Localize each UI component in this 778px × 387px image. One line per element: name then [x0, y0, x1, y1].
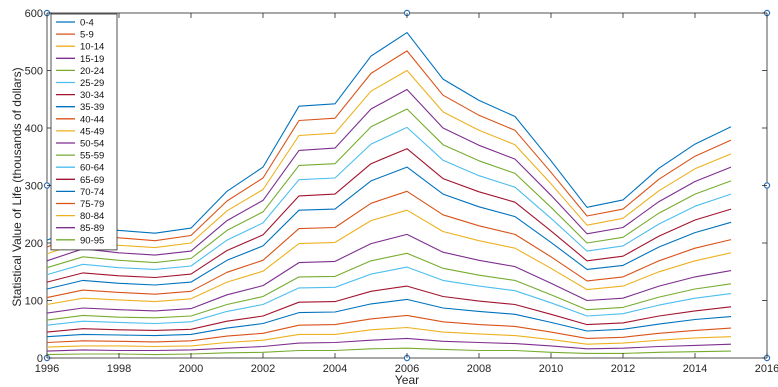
series-line-90-95: [46, 347, 732, 356]
series-line-75-79: [46, 314, 732, 344]
legend-label: 15-19: [80, 54, 104, 65]
y-axis-label: Statistical Value of Life (thousands of …: [10, 67, 24, 306]
y-tick-label: 500: [25, 66, 43, 78]
series-line-30-34: [46, 148, 732, 283]
series-line-10-14: [46, 69, 732, 255]
x-axis-label: Year: [395, 373, 419, 387]
legend-label: 60-64: [80, 163, 104, 174]
legend-label: 45-49: [80, 126, 104, 137]
x-tick-label: 1996: [35, 363, 59, 375]
legend: 0-45-910-1415-1920-2425-2930-3435-3940-4…: [50, 13, 118, 251]
y-tick-label: 300: [25, 181, 43, 193]
series-line-80-84: [46, 326, 732, 348]
y-tick-label: 600: [25, 8, 43, 20]
series-line-20-24: [46, 108, 732, 269]
legend-label: 25-29: [80, 78, 104, 89]
series-line-50-54: [46, 233, 732, 314]
x-tick-label: 2010: [539, 363, 563, 375]
legend-label: 40-44: [80, 114, 104, 125]
series-line-55-59: [46, 252, 732, 321]
legend-label: 55-59: [80, 151, 104, 162]
series-line-85-89: [46, 337, 732, 352]
x-tick-label: 2016: [755, 363, 778, 375]
x-tick-label: 2004: [323, 363, 347, 375]
legend-label: 35-39: [80, 102, 104, 113]
legend-label: 20-24: [80, 66, 104, 77]
series-line-5-9: [46, 50, 732, 248]
legend-label: 5-9: [80, 30, 94, 41]
legend-label: 30-34: [80, 90, 104, 101]
legend-label: 90-95: [80, 235, 104, 246]
series-line-60-64: [46, 266, 732, 326]
axes-frame: [43, 9, 771, 362]
legend-label: 80-84: [80, 211, 104, 222]
legend-box: [50, 13, 118, 251]
legend-label: 10-14: [80, 42, 104, 53]
x-tick-label: 1998: [107, 363, 131, 375]
plot-area: [46, 12, 768, 359]
x-tick-label: 2002: [251, 363, 275, 375]
ticks-layer: 1996 1998 2000 2002 2004 2006 2008 2010 2012 2014…: [25, 8, 778, 375]
series-line-70-74: [46, 298, 732, 338]
series-layer: [46, 32, 732, 356]
series-line-0-4: [46, 32, 732, 241]
y-tick-label: 200: [25, 238, 43, 250]
series-line-25-29: [46, 126, 732, 276]
legend-label: 50-54: [80, 139, 104, 150]
y-tick-label: 100: [25, 296, 43, 308]
series-line-40-44: [46, 190, 732, 299]
series-line-45-49: [46, 209, 732, 306]
x-tick-label: 2006: [395, 363, 419, 375]
series-line-65-69: [46, 285, 732, 333]
legend-label: 70-74: [80, 187, 104, 198]
legend-label: 65-69: [80, 175, 104, 186]
x-tick-label: 2008: [467, 363, 491, 375]
x-tick-label: 2014: [683, 363, 707, 375]
y-tick-label: 0: [37, 353, 43, 365]
legend-label: 85-89: [80, 223, 104, 234]
x-tick-label: 2000: [179, 363, 203, 375]
y-tick-label: 400: [25, 123, 43, 135]
series-line-35-39: [46, 166, 732, 290]
x-tick-label: 2012: [611, 363, 635, 375]
series-line-15-19: [46, 88, 732, 262]
legend-label: 75-79: [80, 199, 104, 210]
legend-label: 0-4: [80, 18, 94, 29]
